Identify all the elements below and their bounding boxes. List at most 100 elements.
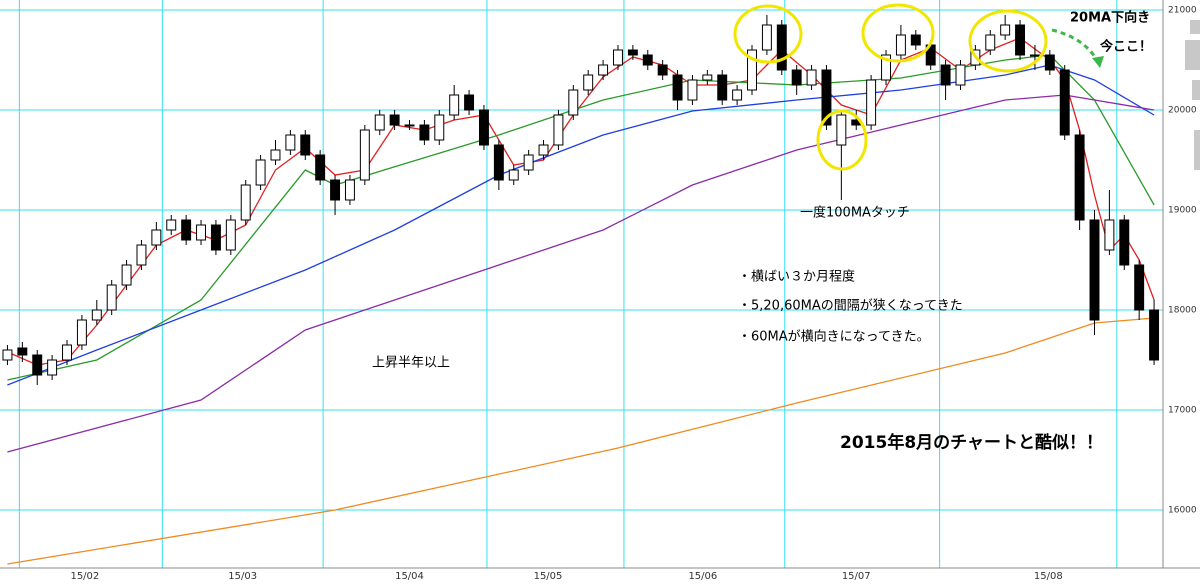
y-tick-label: 16000	[1168, 506, 1197, 516]
annotation: 20MA下向き	[1070, 10, 1150, 26]
candle-body	[1044, 54, 1055, 71]
candle-body	[642, 54, 653, 66]
candle-body	[1029, 54, 1040, 57]
circle	[733, 4, 803, 64]
candle-body	[1149, 309, 1160, 361]
candle-body	[434, 114, 445, 141]
y-tick-label: 19000	[1168, 206, 1197, 216]
candle-body	[225, 219, 236, 251]
ma-line	[7, 64, 1155, 386]
x-tick-label: 15/04	[395, 571, 424, 582]
candle-body	[1089, 219, 1100, 321]
candle-body	[270, 149, 281, 161]
annotation: 上昇半年以上	[372, 356, 450, 371]
arrow-head	[1092, 56, 1104, 68]
profile-bar	[1190, 20, 1200, 34]
candle-body	[315, 154, 326, 181]
candle-body	[1104, 219, 1115, 251]
candle-body	[702, 74, 713, 81]
candles	[2, 15, 1160, 385]
circle	[816, 109, 868, 171]
x-tick-label: 15/02	[70, 571, 99, 582]
candle-body	[389, 114, 400, 126]
volume-profile	[1185, 20, 1200, 170]
candle-body	[1119, 219, 1130, 266]
y-tick-label: 18000	[1168, 306, 1197, 316]
candle-body	[881, 54, 891, 81]
candle-body	[508, 169, 519, 181]
candle-body	[240, 184, 251, 221]
candle-body	[91, 309, 102, 321]
candle-body	[374, 114, 385, 131]
arrow	[1051, 28, 1100, 63]
candle-body	[523, 154, 534, 171]
candle-body	[2, 349, 13, 361]
candle-body	[166, 219, 177, 231]
x-tick-label: 15/08	[1034, 571, 1063, 582]
candle-body	[672, 74, 683, 101]
candle-body	[940, 64, 951, 86]
circle	[861, 3, 935, 63]
candle-body	[821, 69, 832, 126]
y-tick-label: 21000	[1168, 6, 1197, 16]
candle-body	[836, 114, 847, 146]
candle-body	[196, 224, 206, 241]
candle-body	[181, 219, 192, 241]
candle-body	[791, 69, 802, 86]
profile-bar	[1185, 40, 1200, 70]
candle-body	[806, 69, 817, 86]
candle-body	[285, 134, 296, 151]
candle-body	[344, 179, 355, 201]
candle-body	[955, 64, 966, 86]
candle-body	[598, 64, 609, 76]
y-tick-label: 20000	[1168, 106, 1197, 116]
candle-body	[404, 124, 415, 127]
candle-body	[32, 354, 43, 376]
candle-body	[121, 264, 132, 286]
highlight-circles	[733, 3, 1048, 171]
candle-body	[1059, 69, 1070, 136]
y-tick-label: 17000	[1168, 406, 1197, 416]
candle-body	[300, 134, 311, 156]
profile-bar	[1194, 130, 1200, 170]
candle-body	[330, 179, 341, 201]
candle-body	[255, 159, 266, 186]
candle-body	[895, 34, 906, 56]
circle	[968, 9, 1048, 73]
candle-body	[210, 224, 221, 251]
candle-body	[747, 49, 757, 91]
candle-body	[1074, 134, 1085, 221]
annotations: 20MA下向き 今ここ！ 一度100MAタッチ ・横ばい３か月程度 ・5,20,…	[372, 10, 1152, 454]
candle-body	[106, 284, 117, 311]
candle-body	[627, 49, 638, 56]
profile-bar	[1192, 80, 1200, 100]
annotation: 2015年8月のチャートと酷似！！	[840, 432, 1103, 453]
candle-body	[464, 94, 475, 111]
annotation: ・5,20,60MAの間隔が狭くなってきた	[738, 299, 963, 314]
candle-body	[17, 347, 28, 356]
candle-body	[493, 144, 504, 181]
annotation: ・60MAが横向きになってきた。	[738, 329, 930, 345]
candle-body	[657, 64, 668, 76]
candle-body	[568, 89, 579, 116]
x-tick-label: 15/05	[534, 571, 563, 582]
candle-body	[866, 79, 877, 126]
candle-body	[478, 109, 489, 146]
candle-body	[1000, 24, 1011, 36]
candle-body	[553, 114, 564, 146]
x-tick-label: 15/03	[228, 571, 257, 582]
candle-body	[538, 144, 549, 156]
candle-body	[62, 344, 72, 361]
candle-body	[47, 359, 58, 376]
candle-body	[761, 24, 772, 51]
candle-body	[583, 74, 594, 91]
candle-body	[1015, 24, 1026, 56]
candle-body	[717, 74, 728, 101]
candle-body	[151, 229, 162, 246]
candle-body	[910, 34, 921, 46]
candle-body	[136, 244, 147, 266]
candle-body	[732, 89, 743, 101]
x-tick-label: 15/06	[688, 571, 717, 582]
